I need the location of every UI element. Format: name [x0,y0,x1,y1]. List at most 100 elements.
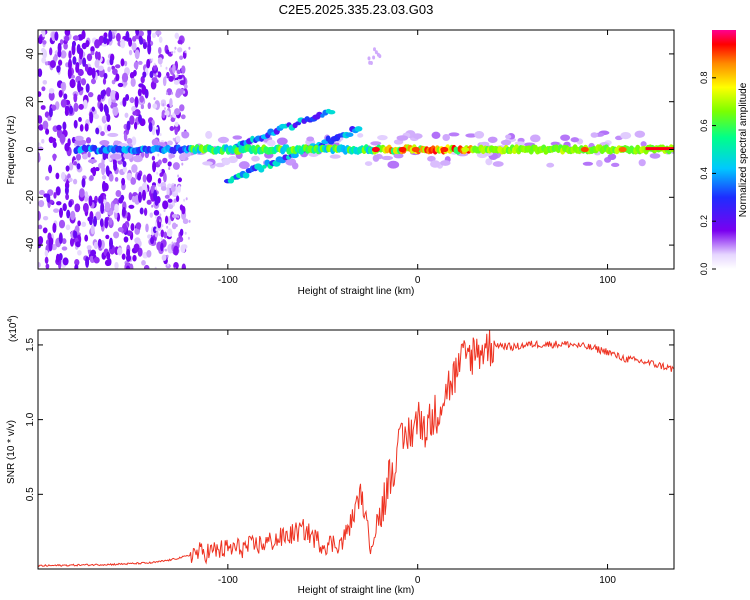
noise-cell [179,80,186,86]
noise-cell [45,128,50,135]
noise-cell [179,55,184,60]
noise-cell [153,97,156,101]
band-halo [474,130,485,139]
noise-cell [166,225,169,229]
noise-cell [38,199,45,208]
noise-cell [68,162,74,171]
noise-cell [151,58,154,62]
noise-cell [129,115,135,125]
noise-cell [174,32,180,39]
noise-cell [38,91,42,97]
noise-cell [88,195,93,207]
noise-cell [60,99,67,108]
noise-cell [78,117,82,122]
noise-cell [150,236,155,245]
noise-cell [175,195,180,203]
noise-cell [51,137,57,143]
noise-cell [152,160,157,173]
band-halo [74,135,84,141]
band-halo [306,136,315,142]
noise-cell [152,226,157,234]
noise-cell [167,263,169,267]
noise-cell [163,209,166,213]
noise-cell [129,263,134,269]
noise-cell [41,57,47,64]
noise-cell [133,121,138,130]
band-halo [485,158,493,166]
colorbar-gradient [712,30,736,269]
noise-cell [38,189,45,196]
noise-cell [141,182,147,191]
noise-cell [56,65,61,73]
noise-cell [64,30,71,37]
noise-cell [164,194,170,199]
noise-cell [114,203,119,214]
noise-cell [38,224,43,230]
x-tick-label: 0 [415,275,421,286]
noise-cell [102,180,106,192]
noise-cell [92,166,97,177]
noise-cell [104,105,109,117]
noise-cell [147,102,152,110]
band-halo [221,157,231,166]
noise-cell [53,208,60,213]
noise-cell [82,99,88,110]
noise-cell [117,227,124,233]
noise-cell [164,248,167,252]
band-halo [582,161,594,166]
band-halo [377,134,388,141]
noise-cell [156,171,159,175]
noise-cell [171,91,174,95]
noise-cell [126,172,133,181]
noise-cell [154,197,159,206]
noise-cell [99,218,104,228]
noise-cell [38,115,43,124]
noise-cell [169,153,176,159]
noise-cell [143,264,150,269]
band-halo [546,162,555,168]
lower-branch-cell [242,172,250,179]
noise-cell [181,65,186,74]
noise-cell [128,204,135,209]
noise-cell [138,83,144,88]
noise-cell [121,253,126,260]
noise-cell [65,193,70,201]
noise-cell [147,234,152,239]
band-halo [357,133,364,138]
noise-cell [157,57,163,65]
noise-cell [157,71,162,78]
snr-frame [37,329,675,570]
noise-cell [108,217,113,226]
noise-cell [41,30,46,38]
noise-cell [64,35,70,42]
colorbar-tick-label: 0.8 [699,72,709,85]
noise-cell [42,120,49,130]
band-halo [372,154,380,162]
noise-cell [177,185,182,193]
noise-cell [176,237,181,244]
band-halo [88,158,97,164]
noise-cell [149,212,154,218]
noise-cell [58,253,63,261]
band-halo [381,155,394,161]
colorbar: 0.0 0.2 0.4 0.6 0.8 Normalized spectral ampl… [699,30,749,275]
noise-cell [68,177,73,182]
noise-cell [107,97,112,106]
noise-cell [173,242,176,246]
noise-cell [38,262,41,268]
noise-cell [45,175,50,181]
noise-cell [46,193,51,203]
noise-cell [155,30,162,36]
band-halo [439,160,451,166]
band-halo [217,136,229,144]
noise-cell [68,50,72,60]
noise-cell [155,124,160,136]
noise-cell [42,216,49,221]
spectrogram-panel: -100 0 100 -40 -20 0 20 40 Height of straight l… [6,29,675,297]
noise-cell [367,56,371,61]
noise-cell [65,165,70,172]
band-halo [590,132,599,138]
noise-cell [180,114,186,120]
noise-cell [123,236,129,243]
noise-cell [93,241,99,250]
